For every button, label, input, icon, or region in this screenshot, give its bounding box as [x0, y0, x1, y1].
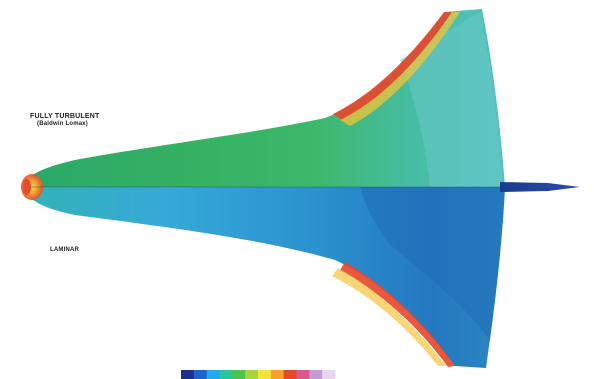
- turbulent-model-label: (Baldwin Lomax): [37, 121, 89, 127]
- colorbar-segment: [296, 370, 310, 379]
- turbulent-label: FULLY TURBULENT: [30, 113, 100, 120]
- colorbar-segment: [232, 370, 246, 379]
- colorbar-segment: [193, 370, 208, 379]
- colorbar-segment: [309, 370, 323, 379]
- colorbar-segment: [206, 370, 220, 379]
- colorbar-segment: [181, 370, 195, 379]
- laminar-label: LAMINAR: [50, 247, 80, 253]
- upper-surface: [24, 9, 505, 187]
- colorbar-segment: [258, 370, 272, 379]
- colorbar-segment: [219, 370, 233, 379]
- nose-core: [23, 179, 31, 195]
- tail-fin: [500, 182, 580, 192]
- upper-leading-edge-glow: [340, 12, 460, 126]
- lower-leading-edge-glow: [332, 268, 446, 366]
- colorbar-segment: [245, 370, 259, 379]
- lower-aft-shade: [360, 187, 505, 340]
- upper-leading-edge-heat: [333, 12, 452, 120]
- colorbar-segment: [283, 370, 297, 379]
- colorbar-segment: [270, 370, 285, 379]
- lower-leading-edge-heat: [340, 262, 455, 367]
- colorbar-segment: [322, 370, 336, 379]
- color-scale-bar: [181, 370, 336, 379]
